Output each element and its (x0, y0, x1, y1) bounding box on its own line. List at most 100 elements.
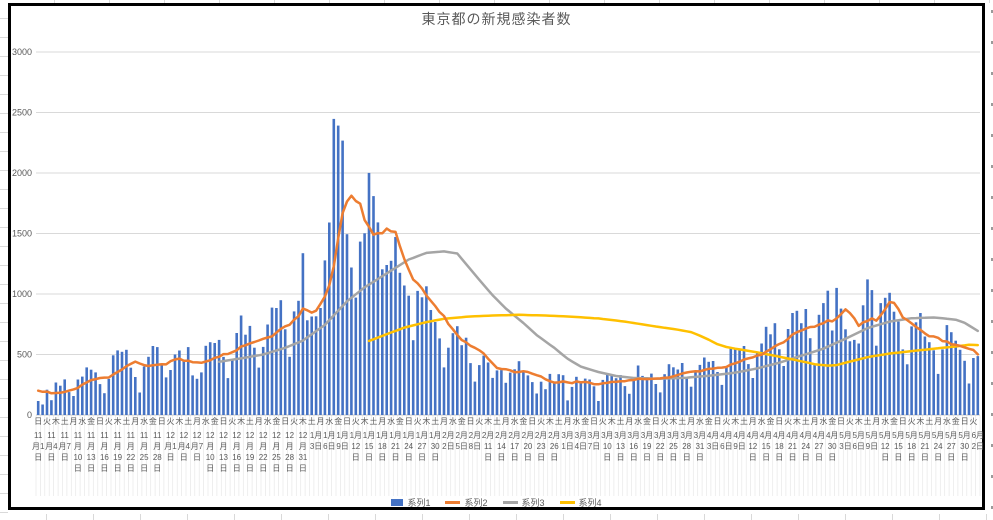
svg-text:日: 日 (947, 453, 955, 462)
svg-text:火: 火 (105, 417, 113, 426)
svg-text:日: 日 (550, 453, 558, 462)
svg-text:木: 木 (175, 416, 183, 426)
svg-text:12: 12 (245, 431, 254, 440)
svg-text:13: 13 (616, 442, 625, 451)
svg-text:4月: 4月 (800, 431, 812, 440)
x-axis-dow-labels: 日火木土月水金日火木土月水金日火木土月水金日火木土月水金日火木土月水金日火木土月… (34, 416, 977, 426)
svg-text:火: 火 (43, 417, 51, 426)
svg-text:日: 日 (908, 453, 916, 462)
svg-text:火: 火 (475, 417, 483, 426)
legend-item-4[interactable]: 系列4 (559, 496, 602, 509)
svg-text:10: 10 (603, 442, 612, 451)
svg-text:24: 24 (801, 442, 810, 451)
svg-text:3月: 3月 (627, 431, 639, 440)
svg-text:5月: 5月 (945, 431, 957, 440)
svg-text:5月: 5月 (932, 431, 944, 440)
svg-text:11: 11 (113, 431, 122, 440)
svg-text:6月: 6月 (972, 431, 984, 440)
svg-text:金: 金 (87, 416, 95, 426)
svg-text:金: 金 (396, 416, 404, 426)
svg-text:12: 12 (748, 442, 757, 451)
svg-text:5月: 5月 (866, 431, 878, 440)
svg-text:日: 日 (259, 464, 267, 473)
svg-text:木: 木 (484, 416, 492, 426)
svg-text:土: 土 (431, 416, 439, 426)
svg-text:月: 月 (87, 442, 95, 451)
svg-text:6日: 6日 (852, 442, 864, 451)
svg-text:19: 19 (113, 453, 122, 462)
svg-text:日: 日 (484, 453, 492, 462)
svg-text:火: 火 (414, 417, 422, 426)
svg-text:3月: 3月 (654, 431, 666, 440)
svg-text:日: 日 (299, 464, 307, 473)
svg-text:日: 日 (643, 453, 651, 462)
svg-text:11: 11 (47, 431, 56, 440)
chart-frame[interactable] (8, 3, 985, 510)
svg-text:金: 金 (519, 416, 527, 426)
svg-text:月: 月 (233, 442, 241, 451)
svg-text:木: 木 (855, 416, 863, 426)
svg-text:木: 木 (916, 416, 924, 426)
svg-text:3000: 3000 (12, 47, 32, 57)
svg-text:金: 金 (149, 416, 157, 426)
svg-text:11: 11 (127, 431, 136, 440)
svg-text:日: 日 (61, 453, 69, 462)
svg-text:月: 月 (687, 417, 695, 426)
svg-text:3月: 3月 (614, 431, 626, 440)
svg-text:日: 日 (392, 453, 400, 462)
svg-text:月4: 月4 (45, 442, 58, 451)
svg-text:木: 木 (52, 416, 60, 426)
svg-text:日: 日 (789, 453, 797, 462)
svg-text:日: 日 (762, 453, 770, 462)
svg-text:12: 12 (193, 431, 202, 440)
svg-text:1日: 1日 (561, 442, 573, 451)
svg-text:30: 30 (431, 442, 440, 451)
svg-text:月: 月 (100, 442, 108, 451)
svg-text:5月: 5月 (905, 431, 917, 440)
svg-text:3月: 3月 (680, 431, 692, 440)
svg-text:11: 11 (34, 431, 43, 440)
svg-text:水: 水 (449, 416, 457, 426)
svg-text:12: 12 (881, 442, 890, 451)
svg-text:月: 月 (140, 442, 148, 451)
svg-text:6日: 6日 (323, 442, 335, 451)
line-series4 (367, 313, 980, 367)
svg-text:2日: 2日 (442, 442, 454, 451)
legend-item-3[interactable]: 系列3 (502, 496, 545, 509)
svg-text:5日: 5日 (455, 442, 467, 451)
svg-text:1月: 1月 (416, 431, 428, 440)
svg-text:日: 日 (418, 453, 426, 462)
svg-text:月: 月 (934, 417, 942, 426)
svg-text:土: 土 (678, 416, 686, 426)
svg-text:金: 金 (458, 416, 466, 426)
svg-text:9日: 9日 (733, 442, 745, 451)
svg-text:27: 27 (947, 442, 956, 451)
svg-text:15: 15 (365, 442, 374, 451)
svg-text:1月: 1月 (429, 431, 441, 440)
svg-text:日: 日 (47, 453, 55, 462)
svg-text:11: 11 (484, 442, 493, 451)
svg-text:4月: 4月 (733, 431, 745, 440)
svg-text:1月: 1月 (350, 431, 362, 440)
svg-text:12: 12 (219, 431, 228, 440)
svg-text:21: 21 (788, 442, 797, 451)
svg-text:水: 水 (325, 416, 333, 426)
svg-text:31: 31 (695, 442, 704, 451)
legend-item-2[interactable]: 系列2 (445, 496, 488, 509)
svg-text:日: 日 (603, 453, 611, 462)
svg-text:16: 16 (100, 453, 109, 462)
svg-text:日: 日 (802, 453, 810, 462)
svg-text:土: 土 (370, 416, 378, 426)
chart-title: 東京都の新規感染者数 (421, 11, 572, 27)
svg-text:3日: 3日 (707, 442, 719, 451)
svg-text:2日: 2日 (972, 442, 984, 451)
svg-text:18: 18 (907, 442, 916, 451)
svg-text:火: 火 (167, 417, 175, 426)
legend-item-1[interactable]: 系列1 (391, 496, 430, 509)
svg-text:水: 水 (264, 416, 272, 426)
legend-swatch-4 (559, 501, 575, 504)
svg-text:1月: 1月 (402, 431, 414, 440)
bars-series1 (36, 118, 980, 416)
svg-text:5月: 5月 (839, 431, 851, 440)
